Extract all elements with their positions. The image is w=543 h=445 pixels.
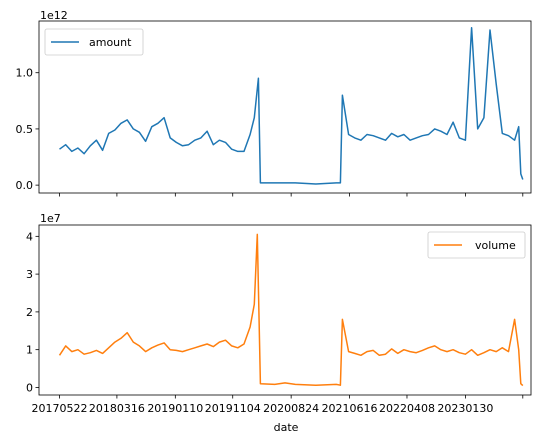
x-axis-label: date	[274, 421, 299, 434]
volume-series-line	[58, 233, 524, 387]
x-tick-label: 20230130	[437, 402, 493, 415]
x-tick-label: 20180316	[89, 402, 145, 415]
volume-axes-frame	[38, 224, 532, 396]
volume-panel: 1e7 0 1 2 3 4 20170522 20180316 20190110 201911…	[26, 212, 532, 434]
volume-y-axis: 0 1 2 3 4	[26, 230, 39, 394]
amount-y-tick-label: 1.0	[16, 67, 34, 80]
volume-y-tick-label: 3	[26, 268, 33, 281]
volume-y-tick-label: 2	[26, 306, 33, 319]
amount-y-tick-label: 0.5	[16, 123, 34, 136]
volume-y-tick-label: 1	[26, 344, 33, 357]
x-tick-label: 20210616	[322, 402, 378, 415]
x-tick-label: 20200824	[263, 402, 319, 415]
volume-y-tick-label: 4	[26, 230, 33, 243]
amount-y-tick-label: 0.0	[16, 179, 34, 192]
volume-legend: volume	[427, 231, 526, 259]
amount-plot-area	[59, 26, 524, 185]
amount-axes-frame	[38, 20, 532, 194]
amount-legend: amount	[44, 28, 144, 56]
x-tick-label: 20170522	[32, 402, 88, 415]
volume-plot-area	[58, 233, 524, 387]
volume-legend-label: volume	[475, 239, 516, 252]
amount-panel: 1e12 0.0 0.5 1.0 amount	[16, 9, 532, 197]
amount-series-line	[59, 26, 524, 185]
amount-legend-label: amount	[89, 36, 132, 49]
amount-legend-box	[44, 28, 144, 56]
amount-x-axis	[59, 193, 524, 197]
amount-y-axis: 0.0 0.5 1.0	[16, 67, 39, 192]
volume-x-axis: 20170522 20180316 20190110 20191104 20200824…	[32, 395, 524, 415]
x-tick-label: 20191104	[205, 402, 261, 415]
amount-offset-label: 1e12	[40, 9, 68, 22]
x-tick-label: 20220408	[379, 402, 435, 415]
volume-offset-label: 1e7	[40, 212, 61, 225]
volume-y-tick-label: 0	[26, 381, 33, 394]
x-tick-label: 20190110	[147, 402, 203, 415]
volume-legend-box	[427, 231, 526, 259]
